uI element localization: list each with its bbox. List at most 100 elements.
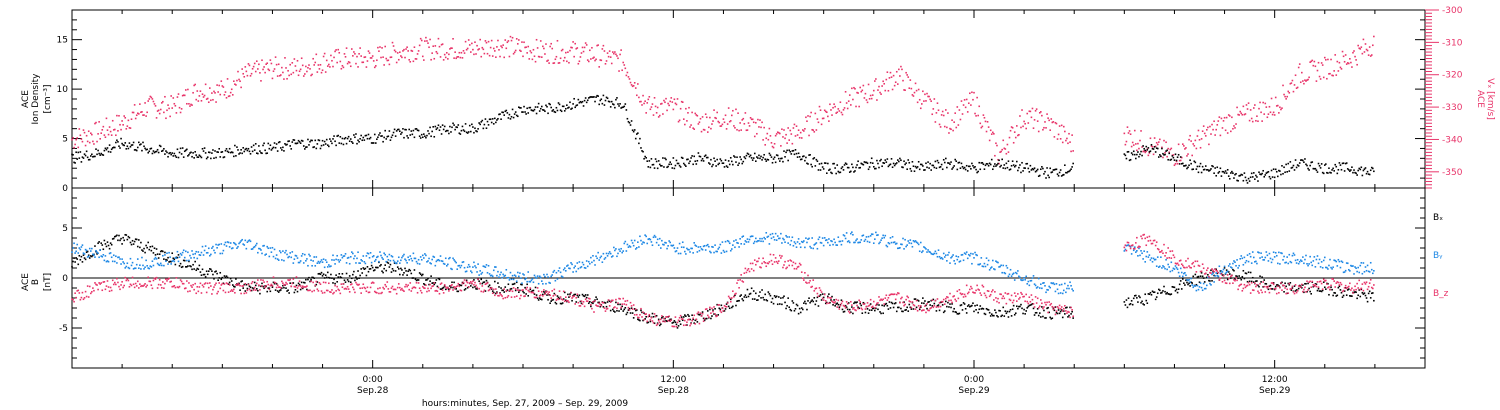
data-point	[562, 105, 565, 108]
data-point	[1309, 61, 1311, 63]
data-point	[117, 239, 119, 242]
data-point	[337, 259, 340, 261]
data-point	[1034, 284, 1037, 287]
data-point	[628, 245, 631, 247]
data-point	[632, 130, 635, 133]
data-point	[1314, 283, 1317, 285]
data-point	[723, 310, 726, 312]
data-point	[978, 161, 981, 164]
data-point	[1141, 252, 1143, 255]
data-point	[727, 305, 730, 308]
data-point	[527, 112, 530, 114]
data-point	[558, 267, 561, 269]
data-point	[334, 50, 336, 53]
data-point	[885, 161, 888, 163]
data-point	[1293, 84, 1296, 86]
data-point	[91, 290, 93, 293]
data-point	[257, 152, 259, 155]
data-point	[837, 108, 840, 110]
data-point	[1050, 171, 1053, 174]
data-point	[485, 264, 488, 266]
data-point	[905, 245, 907, 248]
data-point	[1164, 153, 1166, 156]
data-point	[618, 248, 620, 251]
data-point	[892, 306, 895, 309]
data-point	[470, 270, 472, 272]
data-point	[610, 62, 613, 65]
data-point	[213, 249, 215, 252]
data-point	[106, 241, 109, 243]
data-point	[854, 301, 856, 303]
data-point	[324, 259, 327, 261]
data-point	[635, 309, 638, 311]
data-point	[805, 237, 807, 239]
data-point	[866, 162, 869, 165]
data-point	[1013, 165, 1016, 168]
data-point	[661, 102, 663, 105]
data-point	[307, 66, 309, 69]
data-point	[368, 256, 371, 259]
data-point	[1236, 275, 1238, 278]
data-point	[1192, 143, 1195, 145]
data-point	[660, 103, 662, 105]
data-point	[1349, 270, 1351, 272]
data-point	[1344, 269, 1347, 272]
data-point	[973, 91, 975, 94]
data-point	[645, 315, 647, 318]
data-point	[237, 283, 239, 286]
data-point	[860, 162, 863, 165]
data-point	[652, 114, 655, 116]
data-point	[846, 308, 849, 311]
data-point	[1325, 59, 1327, 61]
data-point	[88, 141, 91, 144]
data-point	[1177, 271, 1180, 274]
data-point	[639, 137, 641, 140]
data-point	[480, 121, 483, 123]
data-point	[144, 266, 146, 269]
data-point	[1197, 129, 1200, 132]
data-point	[1180, 271, 1183, 274]
data-point	[924, 169, 926, 171]
data-point	[228, 281, 231, 284]
data-point	[122, 261, 124, 263]
data-point	[1022, 170, 1024, 172]
data-point	[417, 50, 420, 52]
data-point	[1299, 159, 1302, 161]
data-point	[616, 309, 618, 312]
data-point	[1236, 179, 1238, 182]
data-point	[1292, 90, 1295, 93]
data-point	[691, 247, 693, 250]
data-point	[1130, 253, 1133, 255]
data-point	[1344, 162, 1347, 165]
data-point	[978, 263, 981, 266]
data-point	[1275, 284, 1278, 286]
data-point	[497, 270, 499, 273]
data-point	[664, 157, 666, 160]
data-point	[589, 300, 591, 303]
data-point	[1233, 269, 1235, 272]
data-point	[86, 256, 89, 258]
data-point	[971, 162, 973, 165]
data-point	[553, 269, 556, 272]
data-point	[251, 67, 254, 70]
data-point	[994, 309, 996, 311]
data-point	[255, 288, 258, 290]
data-point	[1136, 149, 1138, 152]
data-point	[984, 313, 987, 316]
data-point	[694, 112, 697, 115]
data-point	[82, 157, 85, 159]
data-point	[123, 239, 125, 242]
data-point	[207, 101, 210, 104]
data-point	[339, 60, 342, 63]
data-point	[1050, 282, 1053, 284]
data-point	[638, 142, 640, 145]
data-point	[673, 167, 676, 170]
data-point	[297, 139, 300, 142]
data-point	[373, 260, 376, 263]
data-point	[569, 49, 571, 52]
data-point	[825, 172, 828, 175]
data-point	[110, 289, 113, 292]
data-point	[1150, 257, 1153, 259]
data-point	[740, 242, 742, 245]
